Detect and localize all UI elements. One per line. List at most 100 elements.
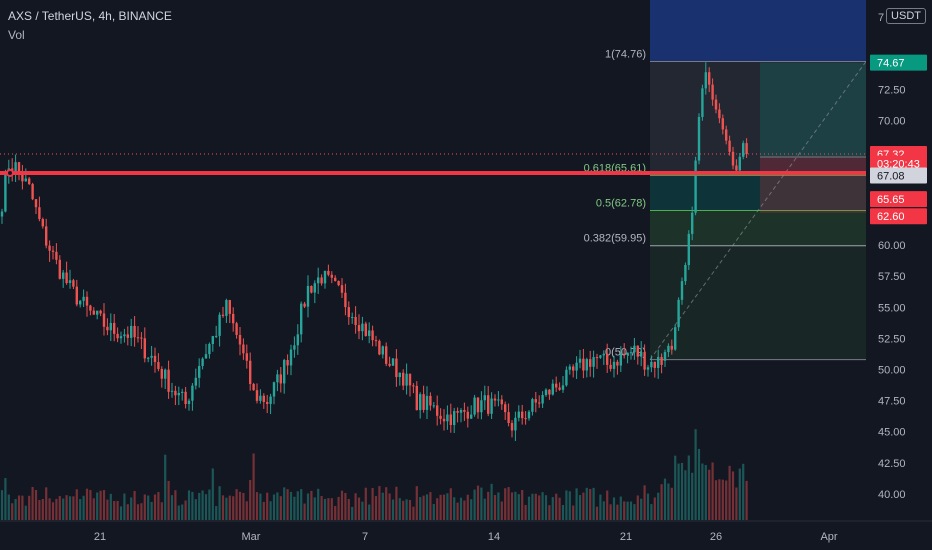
fib-trend-line bbox=[649, 61, 867, 360]
volume-bar bbox=[72, 496, 75, 520]
candle-body bbox=[538, 402, 541, 404]
candle-body bbox=[259, 395, 262, 401]
volume-bar bbox=[555, 493, 558, 520]
volume-bar bbox=[140, 503, 143, 520]
candle-body bbox=[378, 340, 381, 355]
volume-bar bbox=[691, 472, 694, 520]
candle-body bbox=[130, 325, 133, 338]
volume-bar bbox=[89, 490, 92, 520]
symbol-title[interactable]: AXS / TetherUS, 4h, BINANCE bbox=[8, 9, 172, 23]
volume-bar bbox=[113, 501, 116, 520]
volume-bar bbox=[279, 496, 282, 520]
volume-bar bbox=[238, 491, 242, 520]
candle-body bbox=[643, 352, 646, 370]
candle-body bbox=[303, 303, 306, 307]
volume-bar bbox=[62, 498, 65, 520]
candle-body bbox=[21, 171, 24, 182]
candle-body bbox=[735, 165, 738, 171]
candle-body bbox=[225, 300, 228, 316]
time-tick-label: Apr bbox=[820, 531, 837, 543]
candle-body bbox=[337, 280, 340, 286]
candle-body bbox=[578, 358, 582, 363]
volume-bar bbox=[85, 488, 89, 520]
volume-bar bbox=[211, 468, 214, 520]
candle-body bbox=[541, 395, 544, 404]
candle-body bbox=[456, 411, 459, 413]
price-tag-bg bbox=[870, 208, 927, 225]
candle-body bbox=[119, 336, 123, 339]
price-tick-label: 52.50 bbox=[878, 333, 906, 345]
volume-bar bbox=[565, 490, 568, 520]
volume-bar bbox=[507, 487, 510, 520]
candle-body bbox=[415, 385, 418, 411]
volume-bar bbox=[327, 498, 330, 520]
candle-body bbox=[663, 352, 667, 361]
candle-body bbox=[34, 199, 38, 208]
candle-body bbox=[143, 338, 146, 359]
candle-body bbox=[204, 354, 208, 359]
candle-body bbox=[629, 352, 633, 354]
volume-bar bbox=[361, 501, 364, 520]
volume-bar bbox=[347, 499, 350, 520]
time-tick-label: 7 bbox=[362, 531, 368, 543]
candle-body bbox=[55, 251, 58, 260]
candle-body bbox=[323, 270, 327, 284]
currency-button[interactable]: USDT bbox=[886, 8, 926, 24]
volume-bar bbox=[184, 500, 187, 520]
volume-bar bbox=[201, 490, 204, 520]
volume-bar bbox=[582, 492, 585, 520]
candle-body bbox=[164, 369, 167, 379]
candle-body bbox=[65, 272, 68, 284]
volume-bar bbox=[629, 501, 633, 520]
volume-bar bbox=[466, 494, 469, 520]
candle-body bbox=[721, 118, 724, 130]
candle-body bbox=[606, 353, 609, 365]
candle-body bbox=[113, 322, 116, 334]
volume-bar bbox=[174, 490, 177, 520]
volume-bar bbox=[636, 495, 639, 520]
volume-bar bbox=[623, 501, 626, 520]
candle-body bbox=[555, 383, 558, 388]
price-axis-bg bbox=[866, 0, 932, 520]
candle-body bbox=[480, 400, 483, 413]
position-loss-zone bbox=[760, 157, 866, 213]
volume-bar bbox=[235, 489, 238, 520]
volume-bar bbox=[412, 506, 415, 520]
candle-body bbox=[371, 330, 374, 341]
volume-bar bbox=[119, 506, 123, 520]
candle-body bbox=[507, 412, 510, 424]
volume-bar bbox=[534, 493, 537, 520]
volume-bar bbox=[65, 495, 68, 520]
candle-body bbox=[402, 372, 405, 386]
candle-body bbox=[470, 414, 473, 419]
volume-bar bbox=[208, 489, 211, 520]
candle-body bbox=[422, 394, 425, 410]
volume-bar bbox=[337, 496, 340, 520]
candle-body bbox=[102, 313, 106, 327]
candle-body bbox=[408, 373, 412, 386]
volume-bar bbox=[558, 497, 561, 520]
volume-bar bbox=[711, 462, 714, 520]
volume-bar bbox=[660, 484, 663, 520]
candle-body bbox=[544, 389, 548, 396]
volume-bar bbox=[415, 486, 418, 520]
volume-bar bbox=[568, 491, 571, 520]
candle-body bbox=[364, 323, 367, 336]
candle-body bbox=[684, 265, 687, 282]
candle-body bbox=[697, 116, 701, 161]
fib-zone-extension bbox=[650, 0, 866, 62]
volume-bar bbox=[391, 499, 395, 520]
candle-body bbox=[68, 280, 72, 284]
volume-bar bbox=[504, 488, 507, 520]
volume-bar bbox=[228, 495, 231, 520]
candle-body bbox=[201, 358, 204, 366]
volume-bar bbox=[626, 501, 629, 520]
volume-bar bbox=[48, 498, 51, 520]
candle-body bbox=[565, 369, 568, 386]
volume-bar bbox=[538, 495, 541, 520]
volume-legend[interactable]: Vol bbox=[8, 28, 25, 42]
candle-body bbox=[194, 377, 197, 386]
candle-body bbox=[419, 394, 422, 411]
volume-bar bbox=[364, 487, 367, 520]
